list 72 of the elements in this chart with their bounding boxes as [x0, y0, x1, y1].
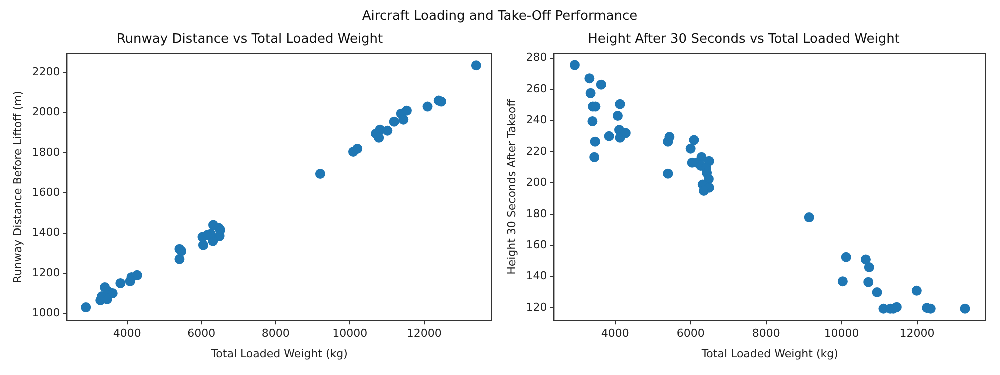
y-tick-label: 1000 — [32, 306, 60, 320]
point — [664, 132, 675, 142]
point — [374, 132, 384, 143]
x-tick-label: 12000 — [406, 327, 442, 340]
x-tick-label: 4000 — [113, 327, 142, 340]
y-tick-label: 180 — [526, 207, 548, 220]
y-axis-title: Height 30 Seconds After Takeoff — [505, 98, 518, 275]
x-tick-label: 8000 — [262, 327, 290, 340]
y-tick-label: 220 — [526, 144, 548, 158]
point — [586, 88, 596, 98]
text: Aircraft Loading and Take-Off Performance — [361, 8, 639, 26]
y-tick-label: 280 — [526, 51, 548, 64]
point — [686, 144, 696, 154]
point — [81, 302, 92, 313]
x-tick-label: 10000 — [332, 327, 368, 340]
point — [590, 136, 600, 147]
y-axis-title: Runway Distance Before Liftoff (m) — [11, 91, 24, 284]
point — [892, 302, 902, 312]
point — [436, 96, 446, 107]
x-tick-label: 6000 — [188, 327, 216, 340]
point — [198, 240, 208, 250]
x-tick-label: 6000 — [676, 327, 705, 340]
point — [604, 131, 614, 142]
x-tick-label: 10000 — [824, 327, 860, 340]
point — [570, 60, 580, 70]
point — [352, 144, 363, 154]
point — [382, 126, 393, 136]
point — [912, 286, 922, 296]
point — [864, 262, 874, 273]
point — [132, 270, 142, 280]
point — [174, 254, 185, 264]
point — [422, 102, 433, 112]
x-tick-label: 8000 — [752, 327, 780, 340]
point — [689, 135, 700, 146]
y-tick-label: 240 — [526, 114, 548, 127]
point — [612, 111, 623, 122]
y-tick-label: 1400 — [32, 226, 60, 240]
y-tick-label: 1800 — [32, 146, 60, 159]
y-tick-label: 160 — [526, 238, 548, 252]
x-axis-title: Total Loaded Weight (kg) — [700, 347, 838, 360]
chart-title: Height After 30 Seconds vs Total Loaded Weight — [588, 32, 900, 48]
chart-title: Runway Distance vs Total Loaded Weight — [116, 32, 384, 48]
point — [588, 116, 598, 127]
point — [838, 276, 848, 287]
y-tick-label: 2200 — [32, 66, 60, 79]
point — [804, 212, 814, 223]
point — [116, 278, 126, 288]
y-tick-label: 120 — [526, 300, 548, 314]
point — [864, 277, 874, 288]
point — [590, 152, 600, 162]
y-tick-label: 1600 — [32, 186, 60, 199]
y-tick-label: 200 — [526, 176, 548, 190]
x-tick-label: 4000 — [601, 327, 630, 340]
point — [402, 106, 412, 116]
point — [471, 60, 482, 71]
y-tick-label: 2000 — [32, 106, 60, 119]
point — [615, 99, 626, 110]
point — [872, 287, 882, 298]
point — [960, 304, 970, 314]
y-tick-label: 140 — [526, 270, 548, 283]
point — [841, 252, 852, 262]
x-tick-label: 12000 — [900, 327, 935, 340]
y-tick-label: 1200 — [32, 266, 60, 280]
point — [860, 254, 871, 265]
point — [398, 114, 409, 125]
y-tick-label: 260 — [526, 82, 548, 96]
x-axis-title: Total Loaded Weight (kg) — [210, 347, 348, 360]
point — [596, 80, 606, 90]
point — [389, 116, 400, 127]
point — [584, 74, 595, 84]
point — [663, 168, 674, 179]
point — [315, 169, 326, 180]
